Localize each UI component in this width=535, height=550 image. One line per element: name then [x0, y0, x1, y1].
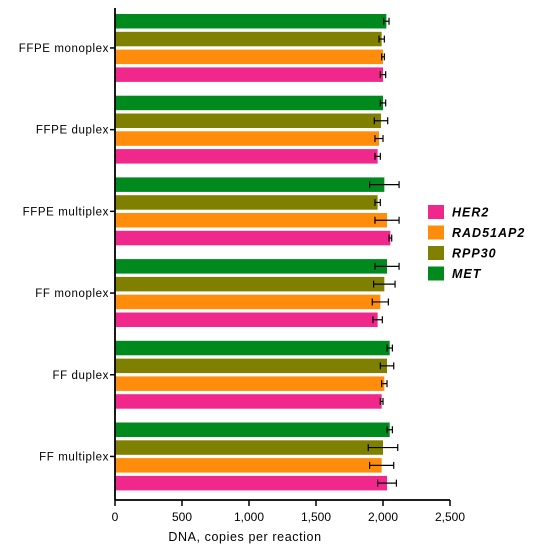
bar-met-1 [115, 95, 383, 111]
y-tick-label: FFPE multiplex [23, 206, 109, 218]
bar-her2-3 [115, 312, 378, 327]
x-tick-label: 2,000 [368, 510, 398, 524]
bar-her2-0 [115, 67, 383, 82]
x-tick-label: 500 [172, 510, 192, 524]
bar-rpp30-5 [115, 440, 383, 455]
bars-layer [115, 14, 391, 491]
legend-label-met: MET [452, 267, 482, 281]
legend-label-her2: HER2 [452, 206, 489, 220]
bar-met-4 [115, 340, 390, 356]
bar-rpp30-3 [115, 276, 385, 292]
x-tick-label: 1,000 [234, 510, 264, 524]
legend-swatch-rpp30 [428, 246, 444, 260]
axes-layer: FFPE monoplex FFPE duplex FFPE multiplex FF… [19, 8, 465, 524]
bar-her2-2 [115, 230, 391, 246]
bar-rad51ap2-2 [115, 213, 388, 228]
y-tick-label: FF duplex [52, 370, 109, 382]
legend-swatch-her2 [428, 205, 444, 219]
y-tick-label: FFPE duplex [36, 125, 109, 137]
y-tick-label: FFPE monoplex [19, 43, 109, 55]
bar-rpp30-1 [115, 113, 381, 128]
bar-rad51ap2-5 [115, 458, 382, 473]
bar-rpp30-4 [115, 358, 388, 374]
x-tick-label: 0 [112, 510, 119, 524]
bar-met-5 [115, 422, 390, 437]
legend-swatch-rad51ap2 [428, 225, 444, 240]
bar-met-2 [115, 177, 385, 192]
legend-label-rpp30: RPP30 [452, 247, 497, 261]
x-tick-label: 1,500 [301, 510, 331, 524]
bar-met-0 [115, 14, 387, 29]
legend: HER2 RAD51AP2 RPP30 MET [428, 205, 525, 281]
bar-her2-5 [115, 475, 388, 491]
bar-rad51ap2-0 [115, 49, 383, 65]
bar-her2-1 [115, 149, 378, 164]
bar-her2-4 [115, 394, 382, 409]
bar-rpp30-2 [115, 195, 378, 210]
y-tick-label: FF multiplex [39, 451, 109, 463]
error-bars-layer [367, 17, 400, 487]
bar-rad51ap2-4 [115, 376, 385, 391]
y-tick-label: FF monoplex [35, 288, 109, 300]
bar-rpp30-0 [115, 31, 382, 47]
legend-label-rad51ap2: RAD51AP2 [452, 226, 525, 240]
bar-rad51ap2-1 [115, 131, 379, 146]
legend-swatch-met [428, 266, 444, 281]
bar-rad51ap2-3 [115, 294, 381, 310]
x-axis-label: DNA, copies per reaction [168, 530, 321, 544]
x-tick-label: 2,500 [435, 510, 465, 524]
bar-met-3 [115, 259, 388, 274]
